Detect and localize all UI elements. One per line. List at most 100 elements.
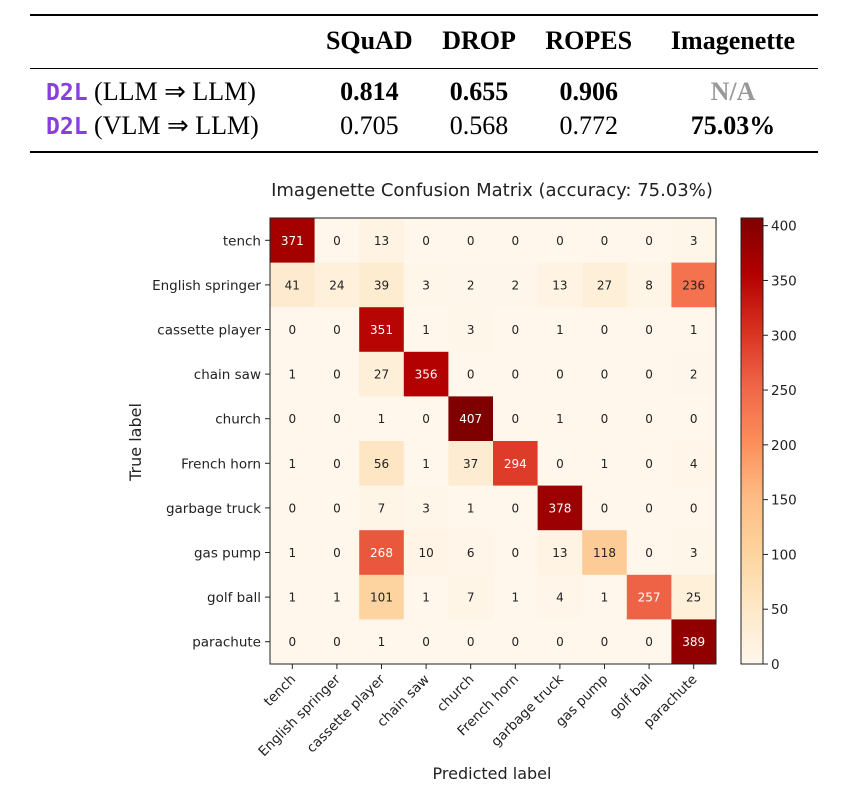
cell-value-label: 236 bbox=[682, 278, 705, 292]
cell-value-label: 13 bbox=[374, 234, 389, 248]
heatmap-cell bbox=[403, 262, 449, 308]
cell-value-label: 0 bbox=[333, 323, 341, 337]
cell-value-label: 1 bbox=[422, 457, 430, 471]
cell-value-label: 0 bbox=[333, 234, 341, 248]
cell-value-label: 0 bbox=[288, 635, 296, 649]
table-cell: 75.03% bbox=[690, 111, 776, 140]
heatmap-cell bbox=[314, 441, 360, 486]
heatmap-cell bbox=[671, 574, 717, 620]
cell-value-label: 378 bbox=[548, 501, 571, 515]
heatmap-cell bbox=[448, 351, 494, 397]
method-name: D2L bbox=[46, 80, 88, 106]
cell-value-label: 0 bbox=[645, 635, 653, 649]
heatmap-cell bbox=[448, 574, 494, 620]
heatmap-cell bbox=[270, 351, 315, 397]
cell-value-label: 0 bbox=[601, 368, 609, 382]
heatmap-cell bbox=[314, 307, 360, 353]
y-axis-label: True label bbox=[126, 403, 145, 482]
plot-frame bbox=[269, 217, 717, 665]
cell-value-label: 2 bbox=[511, 278, 519, 292]
heatmap-cell bbox=[448, 262, 494, 308]
header-cell: Imagenette bbox=[670, 26, 796, 55]
cell-value-label: 1 bbox=[288, 457, 296, 471]
cell-value-label: 3 bbox=[467, 323, 475, 337]
heatmap-cell bbox=[314, 396, 360, 442]
heatmap-cell bbox=[537, 262, 583, 308]
cell-value-label: 39 bbox=[374, 278, 389, 292]
method-label: D2L (LLM ⇒ LLM) bbox=[30, 69, 310, 110]
heatmap-cell bbox=[359, 485, 405, 531]
cell-value-label: 0 bbox=[288, 501, 296, 515]
colorbar-tick-label: 0 bbox=[771, 657, 780, 673]
heatmap-cell bbox=[359, 307, 405, 353]
colorbar-tick-label: 300 bbox=[771, 328, 797, 344]
cell-value-label: 0 bbox=[645, 368, 653, 382]
heatmap-cell bbox=[359, 351, 405, 397]
colorbar-tick-label: 200 bbox=[771, 438, 797, 454]
heatmap-cell bbox=[270, 441, 315, 486]
cell-value-label: 1 bbox=[467, 501, 475, 515]
heatmap-cell bbox=[403, 619, 449, 665]
cell-value-label: 294 bbox=[504, 457, 527, 471]
cell-value-label: 0 bbox=[511, 635, 519, 649]
heatmap-cell bbox=[270, 574, 315, 620]
cell-value-label: 0 bbox=[511, 546, 519, 560]
cell-value-label: 0 bbox=[333, 457, 341, 471]
heatmap-cell bbox=[582, 396, 628, 442]
heatmap-cell bbox=[403, 396, 449, 442]
cell-value-label: 0 bbox=[511, 234, 519, 248]
heatmap-cell bbox=[493, 218, 538, 263]
heatmap-cell bbox=[493, 262, 538, 308]
cell-value-label: 1 bbox=[511, 591, 519, 605]
method-label: D2L (VLM ⇒ LLM) bbox=[30, 109, 310, 152]
cell-value-label: 3 bbox=[690, 546, 698, 560]
cell-value-label: 56 bbox=[374, 457, 389, 471]
heatmap-cell bbox=[626, 574, 672, 620]
heatmap-cell bbox=[582, 530, 628, 576]
heatmap-cell bbox=[626, 485, 672, 531]
cell-value-label: 1 bbox=[556, 412, 564, 426]
cell-value-label: 1 bbox=[288, 368, 296, 382]
heatmap-cell bbox=[626, 619, 672, 665]
cell-value-label: 25 bbox=[686, 591, 701, 605]
table-cell: 0.705 bbox=[340, 111, 399, 140]
cell-value-label: 6 bbox=[467, 546, 475, 560]
heatmap-cell bbox=[582, 619, 628, 665]
cell-value-label: 24 bbox=[329, 278, 344, 292]
cell-value-label: 0 bbox=[467, 234, 475, 248]
cell-value-label: 0 bbox=[288, 412, 296, 426]
heatmap-cell bbox=[626, 530, 672, 576]
cell-value-label: 0 bbox=[422, 412, 430, 426]
heatmap-cell bbox=[493, 574, 538, 620]
cell-value-label: 3 bbox=[690, 234, 698, 248]
cell-value-label: 10 bbox=[418, 546, 433, 560]
heatmap-cell bbox=[403, 351, 449, 397]
heatmap-cells bbox=[270, 218, 717, 665]
heatmap-cell bbox=[626, 441, 672, 486]
heatmap-cell bbox=[403, 218, 449, 263]
y-tick-label: parachute bbox=[192, 635, 261, 651]
cell-value-label: 0 bbox=[467, 635, 475, 649]
heatmap-cell bbox=[270, 619, 315, 665]
header-cell: DROP bbox=[442, 26, 516, 55]
heatmap-cell bbox=[314, 262, 360, 308]
heatmap-cell bbox=[314, 574, 360, 620]
cell-value-label: 0 bbox=[601, 635, 609, 649]
table-cell: 0.568 bbox=[449, 111, 509, 140]
table-cell: 0.772 bbox=[559, 111, 618, 140]
heatmap-cell bbox=[448, 530, 494, 576]
cell-value-label: 7 bbox=[467, 591, 475, 605]
heatmap-cell bbox=[493, 485, 538, 531]
chart-title: Imagenette Confusion Matrix (accuracy: 7… bbox=[271, 180, 713, 201]
heatmap-cell bbox=[537, 530, 583, 576]
cell-value-label: 4 bbox=[690, 457, 698, 471]
cell-value-label: 41 bbox=[285, 278, 300, 292]
cell-value-label: 351 bbox=[370, 323, 393, 337]
y-tick-label: English springer bbox=[152, 278, 261, 294]
cell-value-label: 0 bbox=[288, 323, 296, 337]
heatmap-cell bbox=[671, 396, 717, 442]
cell-value-label: 0 bbox=[333, 501, 341, 515]
heatmap-cell bbox=[448, 441, 494, 486]
